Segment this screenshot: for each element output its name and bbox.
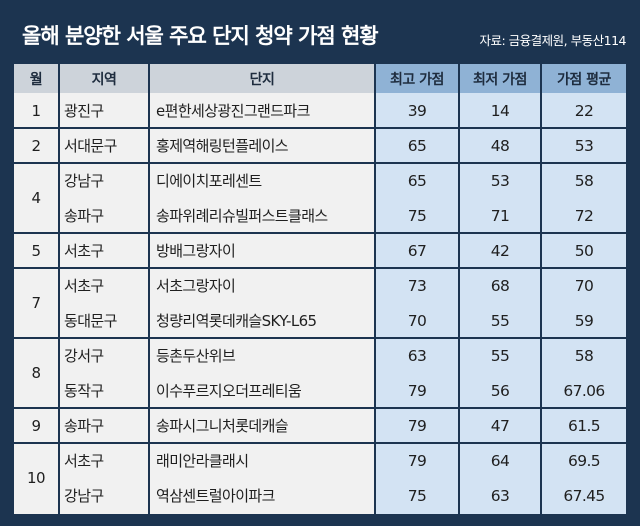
min-score-cell: 14 <box>490 101 510 120</box>
min-score-cell: 48 <box>490 136 510 155</box>
max-score-cell: 79 <box>407 416 427 435</box>
month-cell: 7 <box>31 294 42 312</box>
max-score-cell: 75 <box>407 486 427 505</box>
region-cell: 광진구 <box>64 102 104 120</box>
avg-score-cell: 58 <box>574 171 594 190</box>
max-score-cell: 79 <box>407 451 427 470</box>
avg-score-cell: 50 <box>574 241 594 260</box>
avg-score-cell: 61.5 <box>567 416 601 435</box>
header-region: 지역 <box>60 64 148 93</box>
header-max-score: 최고 가점 <box>376 64 458 93</box>
region-cell: 동작구 <box>64 382 104 400</box>
avg-score-cell: 22 <box>574 101 594 120</box>
complex-cell: 홍제역해링턴플레이스 <box>156 137 289 155</box>
max-score-cell: 70 <box>407 311 427 330</box>
region-cell: 서초구 <box>64 277 104 295</box>
row-divider <box>14 442 626 444</box>
avg-score-cell: 72 <box>574 206 594 225</box>
header-month: 월 <box>14 64 58 93</box>
row-divider <box>14 232 626 234</box>
month-cell: 2 <box>31 136 42 155</box>
region-cell: 강서구 <box>64 347 104 365</box>
month-cell: 10 <box>27 469 45 487</box>
header-min-score: 최저 가점 <box>460 64 540 93</box>
max-score-cell: 79 <box>407 381 427 400</box>
avg-score-cell: 69.5 <box>567 451 601 470</box>
max-score-cell: 65 <box>407 171 427 190</box>
min-score-cell: 55 <box>490 346 510 365</box>
complex-cell: 이수푸르지오더프레티움 <box>156 382 302 400</box>
region-cell: 서초구 <box>64 242 104 260</box>
complex-cell: 송파시그니처롯데캐슬 <box>156 417 289 435</box>
complex-cell: 역삼센트럴아이파크 <box>156 487 275 505</box>
complex-cell: 송파위례리슈빌퍼스트클래스 <box>156 207 328 225</box>
region-cell: 서대문구 <box>64 137 117 155</box>
month-cell: 9 <box>31 416 42 435</box>
complex-cell: 청량리역롯데캐슬SKY-L65 <box>156 312 317 330</box>
max-score-cell: 75 <box>407 206 427 225</box>
avg-score-cell: 67.06 <box>563 381 605 400</box>
max-score-cell: 63 <box>407 346 427 365</box>
month-cell: 8 <box>31 364 42 382</box>
avg-score-cell: 58 <box>574 346 594 365</box>
header-complex: 단지 <box>150 64 374 93</box>
region-cell: 강남구 <box>64 172 104 190</box>
min-score-cell: 71 <box>490 206 510 225</box>
min-score-cell: 56 <box>490 381 510 400</box>
header: 올해 분양한 서울 주요 단지 청약 가점 현황 자료: 금융결제원, 부동산1… <box>0 0 640 62</box>
complex-cell: 등촌두산위브 <box>156 347 236 365</box>
apartment-score-table: 월 지역 단지 최고 가점 최저 가점 가점 평균 광진구 e편한세상광진그랜드파… <box>14 64 626 514</box>
row-divider <box>14 267 626 269</box>
min-score-cell: 68 <box>490 276 510 295</box>
avg-score-cell: 70 <box>574 276 594 295</box>
min-score-cell: 53 <box>490 171 510 190</box>
max-score-cell: 67 <box>407 241 427 260</box>
complex-cell: 래미안라클래시 <box>156 452 249 470</box>
month-cell: 4 <box>31 189 42 207</box>
month-cell: 1 <box>31 101 42 120</box>
max-score-cell: 65 <box>407 136 427 155</box>
header-avg-score: 가점 평균 <box>542 64 626 93</box>
source-note: 자료: 금융결제원, 부동산114 <box>479 33 627 48</box>
month-cell: 5 <box>31 241 42 260</box>
min-score-cell: 47 <box>490 416 510 435</box>
region-cell: 서초구 <box>64 452 104 470</box>
row-divider <box>14 407 626 409</box>
min-score-cell: 55 <box>490 311 510 330</box>
min-score-cell: 63 <box>490 486 510 505</box>
chart-title: 올해 분양한 서울 주요 단지 청약 가점 현황 <box>22 24 379 48</box>
complex-cell: e편한세상광진그랜드파크 <box>156 102 310 120</box>
complex-cell: 방배그랑자이 <box>156 242 236 260</box>
region-cell: 송파구 <box>64 417 104 435</box>
row-divider <box>14 337 626 339</box>
avg-score-cell: 53 <box>574 136 594 155</box>
row-divider <box>14 162 626 164</box>
min-score-cell: 42 <box>490 241 510 260</box>
row-divider <box>14 127 626 129</box>
avg-score-cell: 59 <box>574 311 594 330</box>
avg-score-cell: 67.45 <box>563 486 605 505</box>
region-cell: 송파구 <box>64 207 104 225</box>
region-cell: 강남구 <box>64 487 104 505</box>
complex-cell: 서초그랑자이 <box>156 277 236 295</box>
min-score-cell: 64 <box>490 451 510 470</box>
max-score-cell: 73 <box>407 276 427 295</box>
complex-cell: 디에이치포레센트 <box>156 172 262 190</box>
max-score-cell: 39 <box>407 101 427 120</box>
region-cell: 동대문구 <box>64 312 117 330</box>
